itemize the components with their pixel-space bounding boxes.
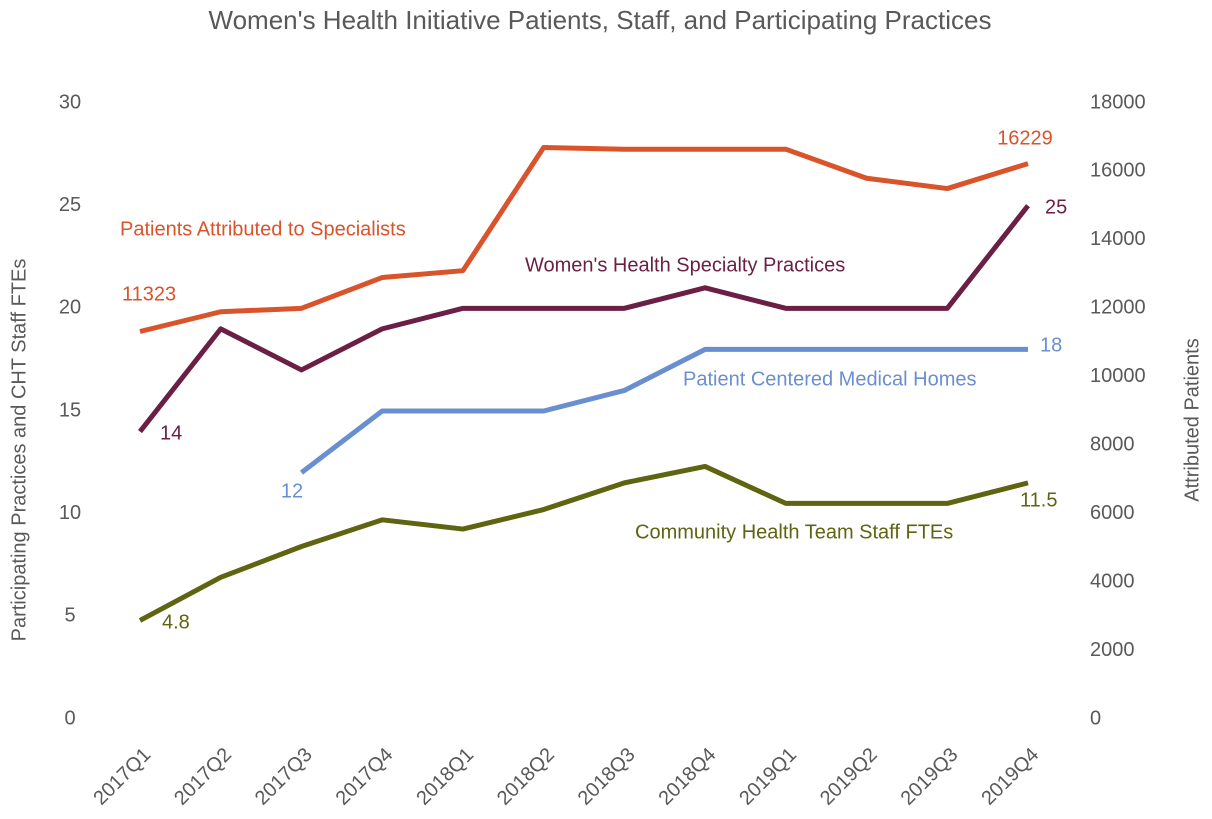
chart-title: Women's Health Initiative Patients, Staf… (209, 5, 992, 35)
data-label: 11323 (122, 283, 176, 305)
y-axis-label: Participating Practices and CHT Staff FT… (8, 259, 30, 642)
series-label: Women's Health Specialty Practices (525, 254, 845, 276)
series-line (138, 204, 1030, 434)
x-tick-label: 2018Q2 (493, 744, 559, 810)
data-label: 11.5 (1020, 489, 1057, 511)
series-line (138, 463, 1029, 623)
series-line (139, 144, 1029, 334)
y2-tick-label: 18000 (1090, 91, 1146, 113)
y-tick-label: 20 (59, 297, 81, 319)
y2-tick-label: 14000 (1090, 228, 1146, 250)
data-label: 12 (281, 480, 303, 502)
x-tick-label: 2019Q4 (977, 744, 1043, 810)
data-label: 4.8 (162, 611, 190, 633)
y2-tick-label: 6000 (1090, 502, 1135, 524)
series-label: Patients Attributed to Specialists (120, 218, 406, 240)
y-tick-label: 30 (59, 91, 81, 113)
x-tick-label: 2017Q3 (251, 744, 317, 810)
x-tick-label: 2018Q4 (654, 744, 720, 810)
x-tick-label: 2017Q4 (332, 744, 398, 810)
x-tick-label: 2017Q1 (89, 744, 155, 810)
series-line (299, 346, 1028, 475)
y2-tick-label: 10000 (1090, 365, 1146, 387)
data-label: 16229 (997, 127, 1053, 149)
y-tick-label: 0 (64, 707, 75, 729)
series-label: Patient Centered Medical Homes (683, 368, 976, 390)
data-label: 18 (1040, 334, 1062, 356)
x-tick-label: 2018Q3 (574, 744, 640, 810)
y2-tick-label: 2000 (1090, 639, 1135, 661)
data-label: 25 (1045, 196, 1067, 218)
y2-tick-label: 0 (1090, 707, 1101, 729)
data-label: 14 (160, 422, 182, 444)
y-tick-label: 25 (59, 194, 81, 216)
x-tick-label: 2019Q1 (735, 744, 801, 810)
x-tick-label: 2017Q2 (170, 744, 236, 810)
y-tick-label: 10 (59, 502, 81, 524)
y-tick-label: 15 (59, 399, 81, 421)
series-label: Community Health Team Staff FTEs (635, 521, 953, 543)
x-tick-label: 2019Q2 (816, 744, 882, 810)
y2-tick-label: 8000 (1090, 434, 1135, 456)
x-tick-label: 2018Q1 (412, 744, 478, 810)
y2-tick-label: 4000 (1090, 570, 1135, 592)
y2-tick-label: 16000 (1090, 160, 1146, 182)
y-tick-label: 5 (64, 605, 75, 627)
y2-axis-label: Attributed Patients (1181, 338, 1203, 501)
y2-tick-label: 12000 (1090, 297, 1146, 319)
x-tick-label: 2019Q3 (897, 744, 963, 810)
